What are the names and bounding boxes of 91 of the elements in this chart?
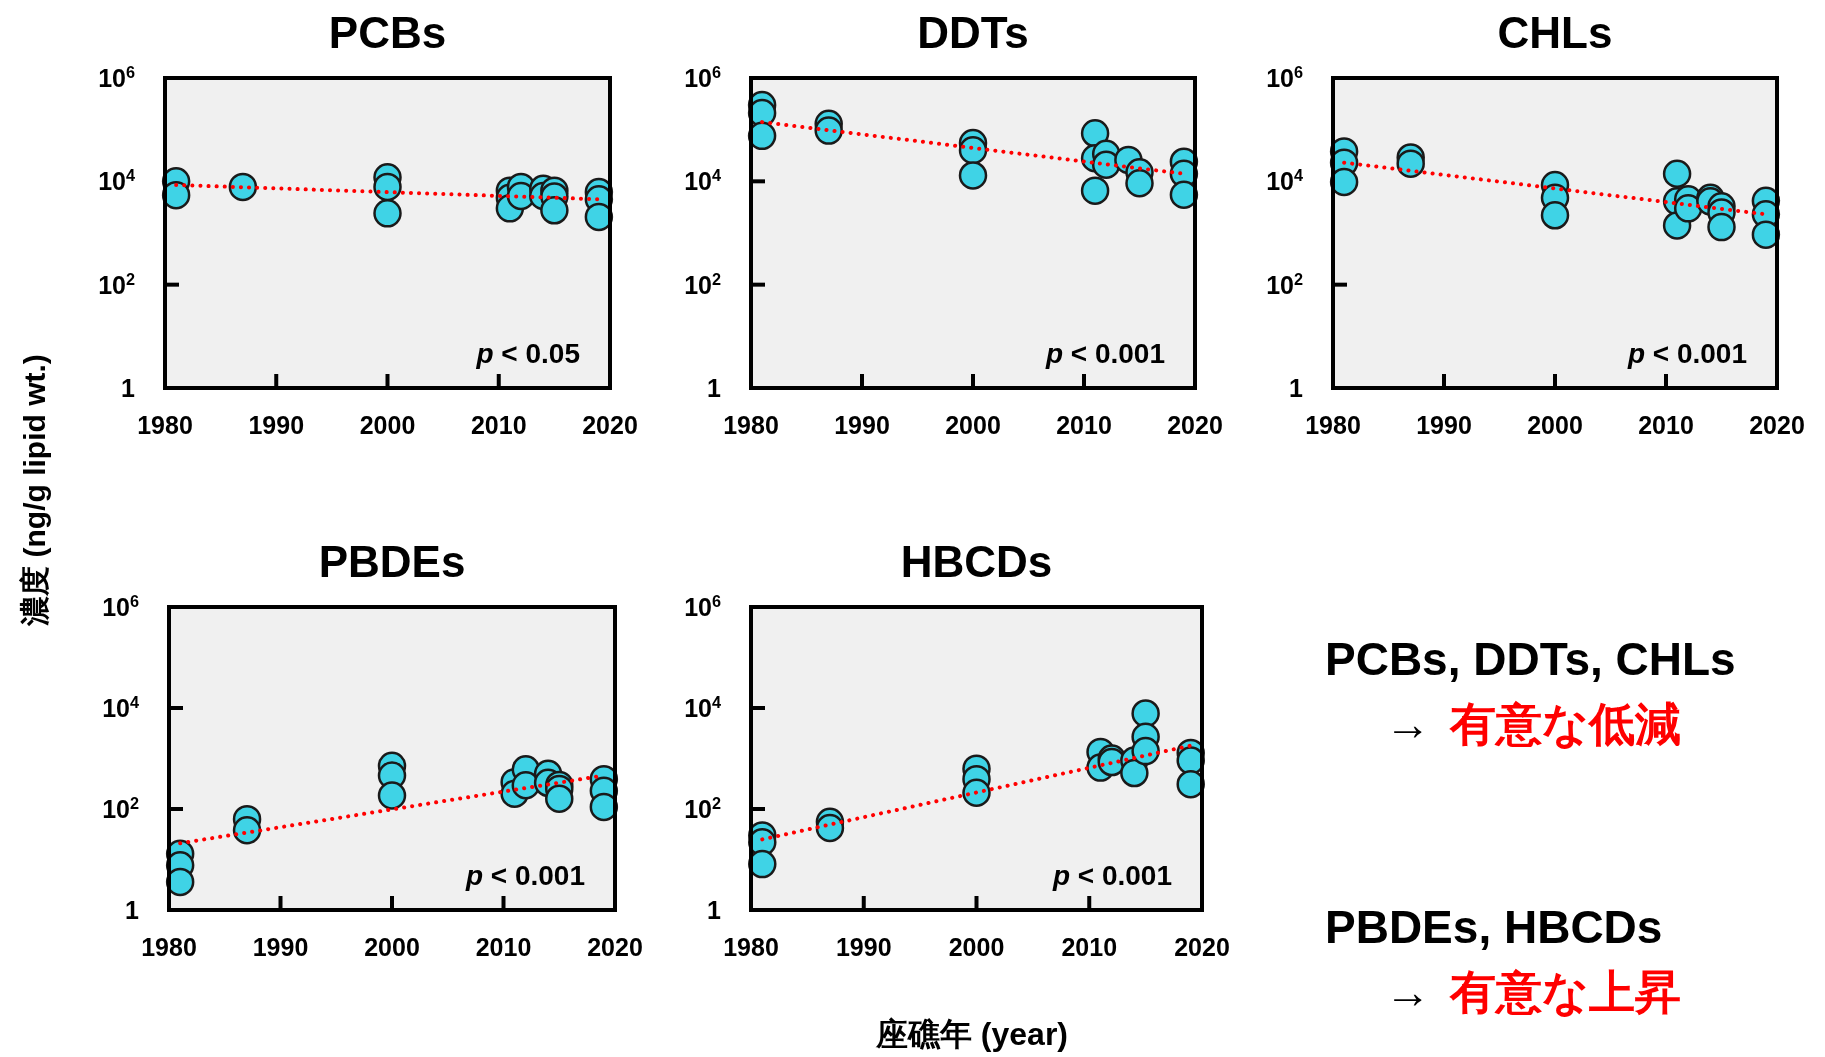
x-tick-label: 1990 <box>1416 411 1472 439</box>
chart-title: DDTs <box>917 8 1029 57</box>
annotation: p < 0.001 <box>464 860 585 891</box>
y-tick-label: 10$^{2}$ <box>684 794 721 823</box>
text: PBDEs, HBCDs <box>1325 901 1663 953</box>
y-tick-label: 10$^{6}$ <box>684 63 721 92</box>
point <box>373 172 402 202</box>
y-tick-label: 1 <box>707 374 722 402</box>
x-tick-label: 2000 <box>359 411 416 439</box>
y-tick-label: 1 <box>707 896 722 924</box>
point <box>165 867 195 897</box>
annotation: p < 0.001 <box>1051 860 1172 891</box>
y-tick-label: 1 <box>125 896 140 924</box>
x-tick-label: 1990 <box>834 411 890 439</box>
point <box>1329 167 1359 197</box>
chart-title: PCBs <box>328 8 447 57</box>
text: → <box>1385 698 1431 750</box>
point <box>1080 176 1110 205</box>
x-tick-label: 2010 <box>1638 411 1694 439</box>
x-tick-label: 2010 <box>470 411 527 439</box>
y-tick-label: 10$^{6}$ <box>98 63 135 92</box>
point <box>814 116 843 145</box>
x-axis-title: 座礁年 (year) <box>874 1016 1069 1052</box>
point <box>1707 212 1736 242</box>
point <box>1131 699 1160 728</box>
y-tick-label: 10$^{2}$ <box>102 794 139 823</box>
y-tick-label: 10$^{6}$ <box>684 592 721 621</box>
chart-title: PBDEs <box>318 537 466 586</box>
x-tick-label: 2010 <box>1056 411 1112 439</box>
x-tick-label: 1980 <box>723 933 779 961</box>
point <box>373 199 402 228</box>
y-tick-label: 10$^{4}$ <box>102 693 139 722</box>
annotation: p < 0.001 <box>1044 338 1165 369</box>
x-tick-label: 2020 <box>582 411 638 439</box>
x-tick-label: 1980 <box>1305 411 1361 439</box>
y-tick-label: 10$^{2}$ <box>98 269 135 299</box>
x-tick-label: 2000 <box>945 411 1001 439</box>
x-tick-label: 2020 <box>1174 933 1230 961</box>
y-tick-label: 10$^{4}$ <box>684 166 721 196</box>
point <box>540 196 569 225</box>
x-tick-label: 1990 <box>835 933 892 961</box>
x-tick-label: 2020 <box>1749 411 1805 439</box>
y-tick-label: 10$^{4}$ <box>1266 166 1303 196</box>
x-tick-label: 2000 <box>364 933 420 961</box>
text: → <box>1385 966 1431 1018</box>
x-tick-label: 2000 <box>948 933 1005 961</box>
point <box>1751 220 1781 249</box>
point <box>1125 168 1154 198</box>
x-tick-label: 1980 <box>723 411 779 439</box>
point <box>748 849 777 879</box>
point <box>232 815 262 845</box>
point <box>1131 736 1160 766</box>
point <box>815 813 845 843</box>
text: PCBs, DDTs, CHLs <box>1325 633 1736 685</box>
y-tick-label: 10$^{6}$ <box>102 592 139 621</box>
chart-title: HBCDs <box>900 537 1053 586</box>
chart-title: CHLs <box>1497 8 1613 57</box>
point <box>962 778 991 807</box>
x-tick-label: 1990 <box>248 411 305 439</box>
y-tick-label: 10$^{2}$ <box>1266 269 1303 299</box>
point <box>584 202 614 232</box>
y-tick-label: 1 <box>1289 374 1304 402</box>
x-tick-label: 1980 <box>137 411 193 439</box>
point <box>1120 758 1149 788</box>
point <box>545 784 574 813</box>
point <box>1396 149 1425 178</box>
point <box>1662 159 1692 189</box>
annotation: p < 0.05 <box>475 338 580 369</box>
point <box>958 161 988 190</box>
x-tick-label: 2020 <box>1167 411 1223 439</box>
point <box>228 172 258 202</box>
annotation: p < 0.001 <box>1626 338 1747 369</box>
x-tick-label: 1980 <box>141 933 197 961</box>
text: 有意な低減 <box>1449 698 1681 750</box>
point <box>589 792 619 822</box>
point <box>377 781 407 810</box>
text: 有意な上昇 <box>1449 966 1681 1018</box>
y-tick-label: 10$^{2}$ <box>684 269 721 299</box>
x-tick-label: 2000 <box>1527 411 1583 439</box>
y-tick-label: 10$^{4}$ <box>684 693 721 722</box>
point <box>1540 201 1570 230</box>
x-tick-label: 2010 <box>1061 933 1118 961</box>
y-tick-label: 10$^{6}$ <box>1266 63 1303 92</box>
point <box>1080 119 1110 148</box>
x-tick-label: 2020 <box>587 933 643 961</box>
point <box>1176 769 1205 799</box>
y-axis-title: 濃度 (ng/g lipid wt.) <box>18 354 51 627</box>
y-tick-label: 1 <box>121 374 136 402</box>
y-tick-label: 10$^{4}$ <box>98 166 135 196</box>
x-tick-label: 2010 <box>475 933 532 961</box>
x-tick-label: 1990 <box>252 933 309 961</box>
